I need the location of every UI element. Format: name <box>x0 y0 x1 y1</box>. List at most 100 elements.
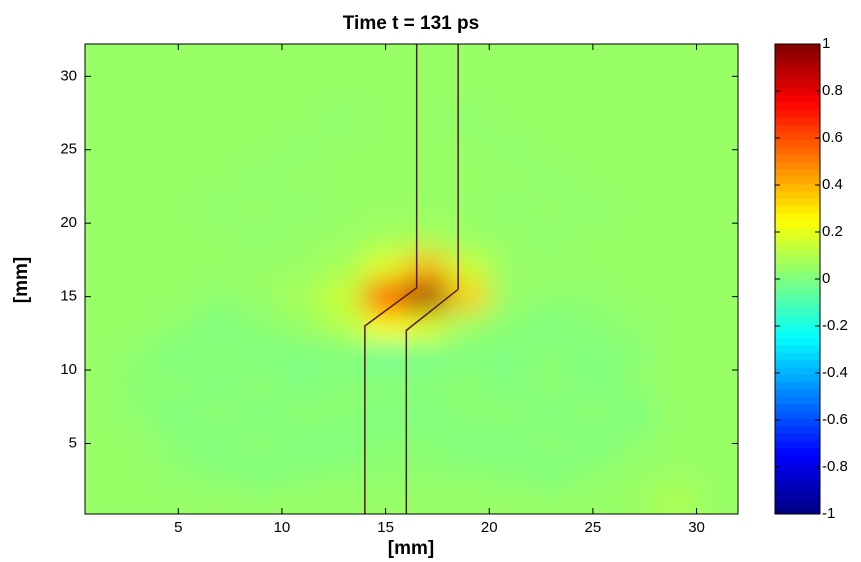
cell <box>447 281 490 312</box>
cell <box>281 428 324 459</box>
cell <box>281 222 324 254</box>
colorbar-swatch <box>775 396 820 405</box>
colorbar-swatch <box>775 278 820 287</box>
cell <box>530 75 573 107</box>
cell <box>571 428 615 459</box>
colorbar-swatch <box>775 440 820 449</box>
colorbar-swatch <box>775 454 820 463</box>
cell <box>613 428 656 459</box>
cell <box>613 398 656 430</box>
cell <box>322 398 366 430</box>
cell <box>488 252 532 283</box>
cell <box>364 163 407 195</box>
cell <box>571 369 615 400</box>
y-tick-label: 25 <box>60 141 77 158</box>
cell <box>239 163 283 195</box>
cell <box>198 398 241 430</box>
cell <box>239 281 283 312</box>
cell <box>447 134 490 165</box>
cell <box>696 46 738 77</box>
colorbar-swatch <box>775 271 820 280</box>
colorbar-swatch <box>775 330 820 339</box>
cell <box>571 281 615 312</box>
colorbar-swatch <box>775 124 820 133</box>
cell <box>85 487 117 514</box>
cell <box>157 428 200 459</box>
cell <box>239 310 283 342</box>
cell <box>364 428 407 459</box>
cell <box>696 398 738 430</box>
cell <box>696 105 738 136</box>
cell <box>530 369 573 400</box>
cell <box>364 340 407 371</box>
cell <box>405 134 449 165</box>
x-tick-label: 5 <box>174 519 182 536</box>
cell <box>696 487 738 514</box>
cell <box>364 398 407 430</box>
colorbar-swatch <box>775 506 820 515</box>
cell <box>571 310 615 342</box>
x-tick-label: 10 <box>274 519 291 536</box>
cell <box>322 252 366 283</box>
cell <box>613 340 656 371</box>
cell <box>281 398 324 430</box>
cell <box>613 252 656 283</box>
colorbar-swatch <box>775 300 820 309</box>
plot-frame <box>84 43 739 515</box>
cell <box>447 487 490 514</box>
colorbar-swatch <box>775 65 820 74</box>
colorbar-swatch <box>775 197 820 206</box>
cell <box>654 252 698 283</box>
cell <box>281 457 324 489</box>
cell <box>654 340 698 371</box>
colorbar: 1 0.8 0.6 0.4 0.2 0 -0.2 -0.4 -0.6 -0.8 -1 <box>774 35 848 522</box>
cell <box>364 281 407 312</box>
cell <box>239 193 283 224</box>
cell <box>530 163 573 195</box>
cell <box>696 457 738 489</box>
cell <box>322 281 366 312</box>
y-tick-label: 20 <box>60 214 77 231</box>
colorbar-swatch <box>775 175 820 184</box>
cell <box>488 340 532 371</box>
cell <box>115 428 159 459</box>
colorbar-swatch <box>775 403 820 412</box>
cell <box>613 105 656 136</box>
cell <box>198 105 241 136</box>
cell <box>488 222 532 254</box>
cell <box>198 369 241 400</box>
cell <box>322 310 366 342</box>
colorbar-tick-label: -0.6 <box>822 411 848 428</box>
cell <box>85 281 117 312</box>
cell <box>281 487 324 514</box>
cell <box>654 134 698 165</box>
cell <box>281 252 324 283</box>
cell <box>613 193 656 224</box>
cell <box>571 193 615 224</box>
cell <box>364 75 407 107</box>
cell <box>239 222 283 254</box>
cell <box>571 105 615 136</box>
cell <box>281 310 324 342</box>
colorbar-swatch <box>775 43 820 52</box>
colorbar-swatch <box>775 234 820 243</box>
cell <box>322 75 366 107</box>
colorbar-swatch <box>775 432 820 441</box>
cell <box>364 457 407 489</box>
cell <box>322 340 366 371</box>
colorbar-swatch <box>775 58 820 67</box>
cell <box>281 134 324 165</box>
cell <box>322 457 366 489</box>
cell <box>364 252 407 283</box>
cell <box>85 428 117 459</box>
cell <box>322 487 366 514</box>
cell <box>654 163 698 195</box>
cell <box>696 428 738 459</box>
cell <box>322 163 366 195</box>
cell <box>322 46 366 77</box>
cell <box>654 193 698 224</box>
cell <box>405 193 449 224</box>
colorbar-tick-label: 0.4 <box>822 176 843 193</box>
cell <box>281 75 324 107</box>
cell <box>654 281 698 312</box>
